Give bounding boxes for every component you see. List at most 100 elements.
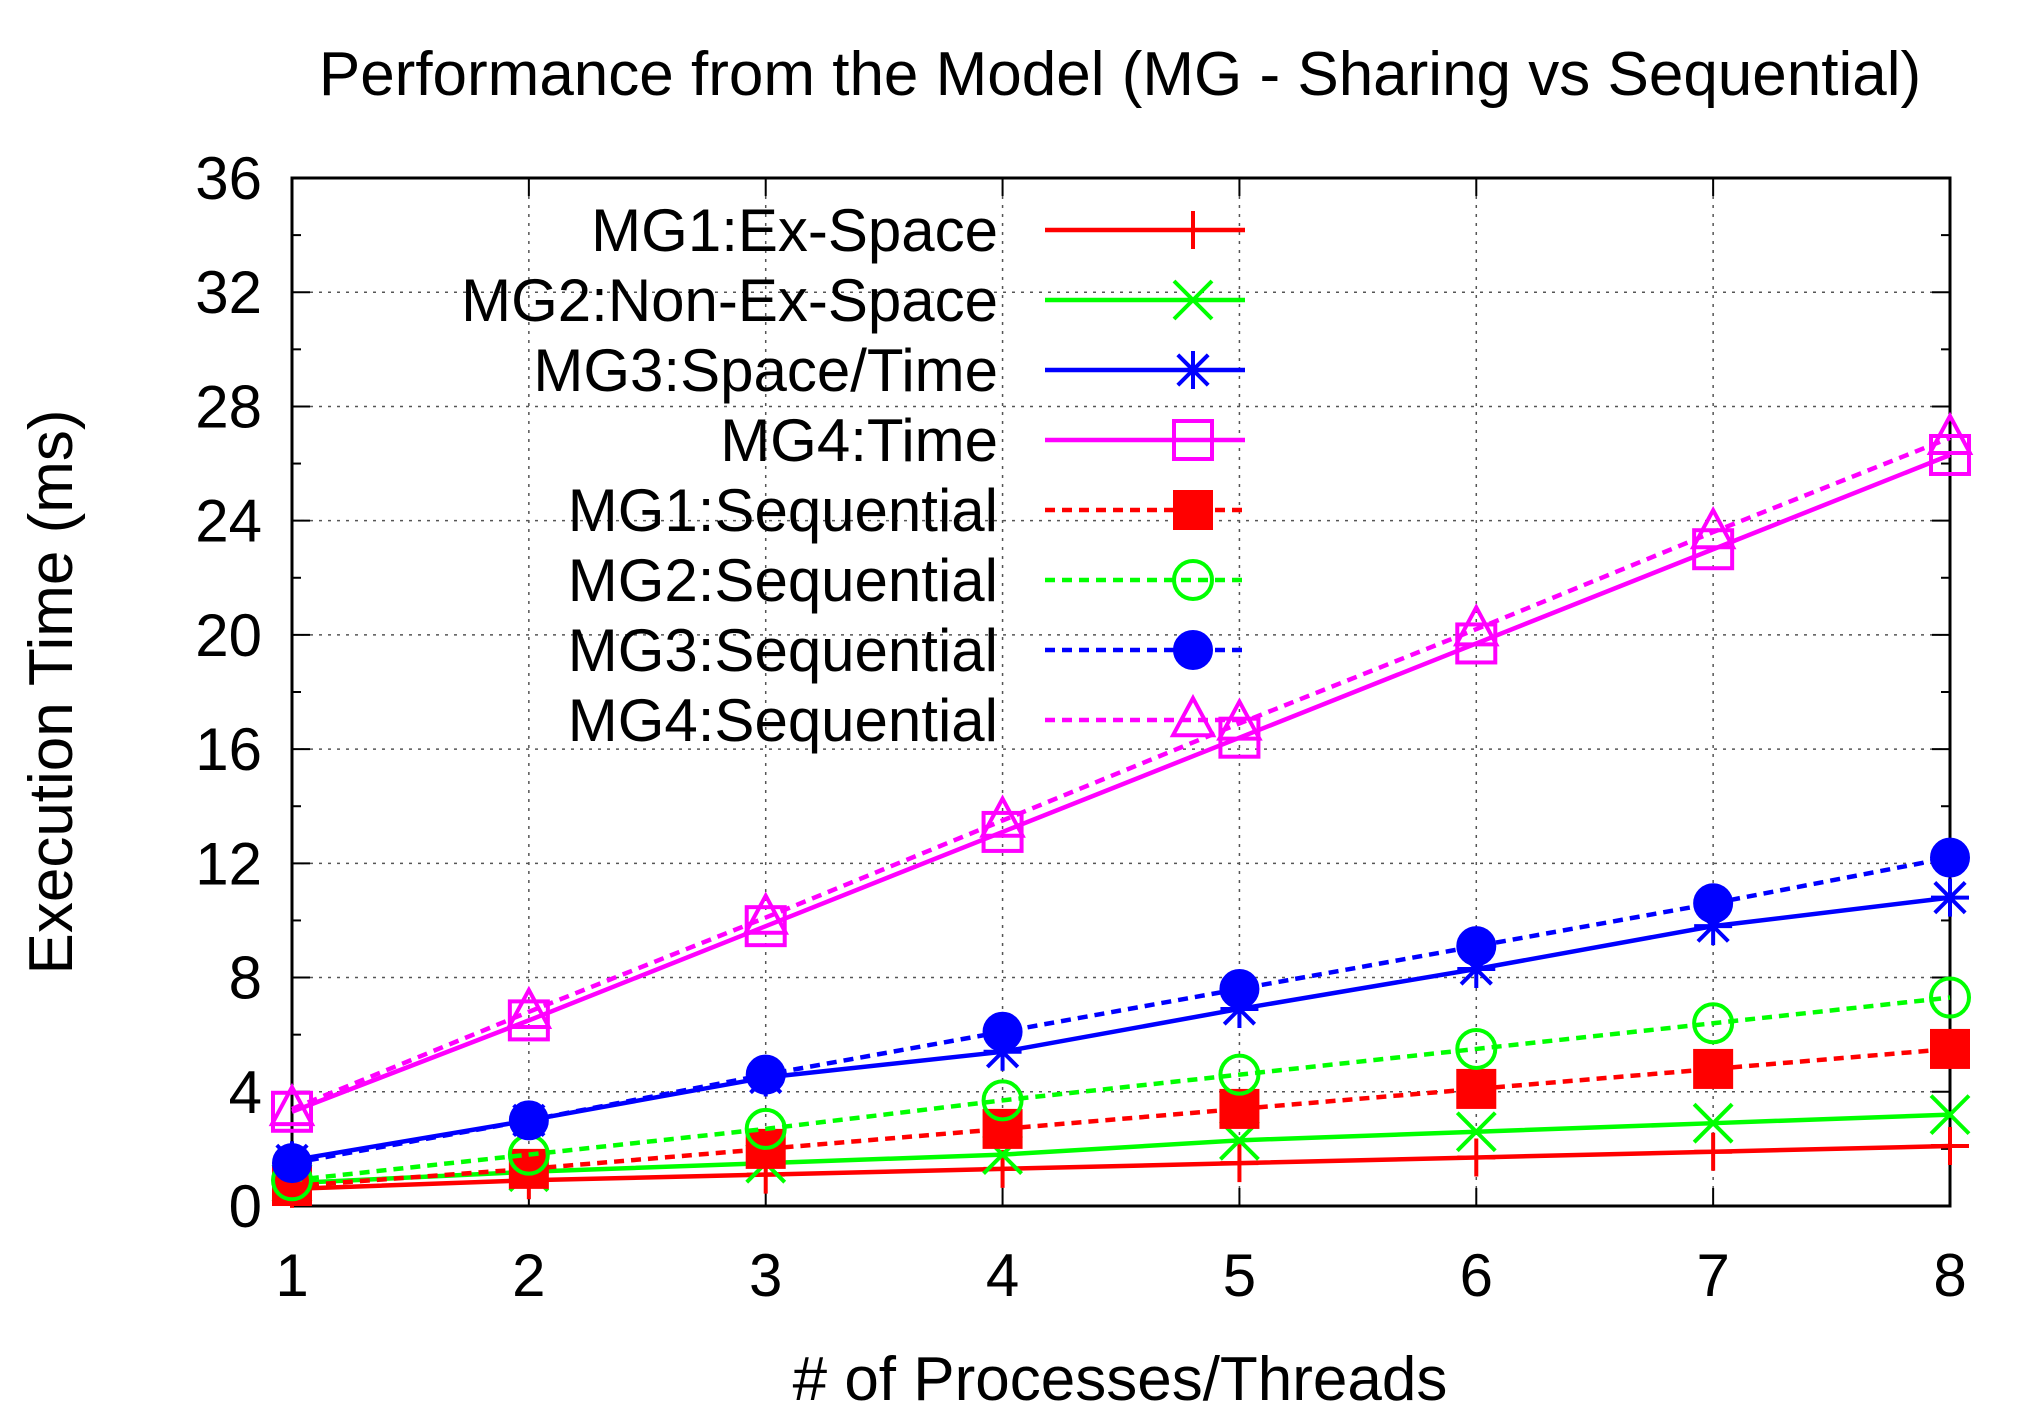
series-line-mg1-sequential (291, 1046, 1951, 1189)
x-tick-label: 1 (275, 1242, 308, 1309)
x-tick-label: 2 (512, 1242, 545, 1309)
data-point-mg1-ex-space (1457, 1138, 1496, 1177)
y-axis-label: Execution Time (ms) (17, 409, 86, 974)
data-point-mg2-non-ex-space (1929, 1094, 1971, 1136)
legend: MG1:Ex-SpaceMG2:Non-Ex-SpaceMG3:Space/Ti… (461, 197, 1245, 754)
data-point-mg4-sequential-shape (1689, 506, 1737, 550)
data-point-mg1-ex-space-shape (1220, 1144, 1259, 1183)
x-tick-label: 3 (749, 1242, 782, 1309)
legend-marker-shape (1172, 279, 1214, 321)
legend-entry-mg4-time: MG4:Time (720, 407, 1245, 474)
data-point-mg4-sequential (1216, 697, 1263, 741)
legend-entry-mg3-space-time: MG3:Space/Time (533, 337, 1245, 404)
data-point-mg2-sequential (1455, 1027, 1498, 1070)
data-point-mg3-space-time (1931, 878, 1969, 917)
data-point-mg3-sequential-shape (1456, 926, 1497, 967)
data-point-mg2-sequential (744, 1107, 787, 1150)
legend-entry-mg1-ex-space: MG1:Ex-Space (591, 197, 1245, 264)
data-point-mg1-ex-space (1931, 1127, 1969, 1166)
legend-label: MG1:Ex-Space (591, 197, 998, 264)
y-tick-label: 8 (229, 945, 262, 1012)
data-point-mg2-sequential-shape (981, 1079, 1024, 1122)
data-point-mg4-sequential-shape (979, 794, 1026, 838)
series-line-mg1-ex-space (291, 1143, 1951, 1192)
data-point-mg3-sequential (982, 1011, 1023, 1052)
data-point-mg2-sequential (1692, 1002, 1735, 1045)
x-tick-label: 8 (1933, 1242, 1966, 1309)
data-point-mg4-sequential (742, 891, 790, 935)
series-line-mg2-sequential (291, 995, 1951, 1183)
data-point-mg2-sequential-shape (1218, 1053, 1261, 1096)
data-point-mg1-sequential (1693, 1048, 1734, 1089)
legend-marker-shape (1174, 211, 1212, 249)
legend-marker (1169, 693, 1217, 738)
series-layer (268, 411, 1974, 1208)
legend-marker (1173, 490, 1213, 530)
legend-marker-shape (1172, 419, 1214, 461)
y-tick-label: 20 (195, 602, 262, 669)
data-point-mg3-space-time (1457, 949, 1496, 988)
data-point-mg2-non-ex-space (1692, 1102, 1734, 1144)
data-point-mg4-sequential (1452, 603, 1500, 647)
data-point-mg3-space-time-shape (1931, 878, 1969, 917)
legend-marker-shape (1172, 559, 1214, 601)
series-mg4-sequential (268, 411, 1974, 1127)
data-point-mg2-sequential-shape (1455, 1027, 1498, 1070)
chart-title: Performance from the Model (MG - Sharing… (319, 40, 1921, 109)
data-point-mg2-non-ex-space (1455, 1111, 1497, 1153)
series-line-mg2-non-ex-space (291, 1112, 1951, 1186)
data-point-mg3-sequential (1693, 883, 1734, 924)
y-tick-label: 28 (195, 373, 262, 440)
data-point-mg3-sequential-shape (272, 1143, 312, 1184)
data-point-mg3-sequential (1930, 837, 1970, 878)
legend-entry-mg2-sequential: MG2:Sequential (568, 547, 1245, 614)
legend-label: MG4:Sequential (568, 687, 998, 754)
legend-entry-mg1-sequential: MG1:Sequential (568, 477, 1245, 544)
y-tick-label: 24 (195, 488, 262, 555)
data-point-mg4-sequential (268, 1082, 316, 1127)
y-tick-label: 16 (195, 716, 262, 783)
legend-marker (1174, 351, 1212, 389)
legend-label: MG3:Space/Time (533, 337, 998, 404)
data-point-mg3-space-time-shape (1457, 949, 1496, 988)
data-point-mg3-sequential-shape (508, 1100, 549, 1141)
data-point-mg2-sequential-shape (744, 1107, 787, 1150)
data-point-mg2-non-ex-space-shape (1692, 1102, 1734, 1144)
data-point-mg4-time (744, 905, 787, 948)
legend-marker (1172, 419, 1214, 461)
data-point-mg4-time-shape (271, 1090, 313, 1133)
y-tick-label: 4 (229, 1059, 262, 1126)
data-point-mg2-sequential-shape (1692, 1002, 1735, 1045)
y-tick-label: 0 (229, 1173, 262, 1240)
legend-marker-shape (1173, 630, 1213, 670)
data-point-mg1-sequential-shape (1930, 1028, 1970, 1069)
data-point-mg3-sequential-shape (982, 1011, 1023, 1052)
data-point-mg2-sequential (1929, 976, 1971, 1019)
data-point-mg4-sequential-shape (742, 891, 790, 935)
data-point-mg1-sequential-shape (1456, 1068, 1497, 1109)
data-point-mg4-sequential (505, 985, 553, 1030)
data-point-mg4-sequential-shape (1452, 603, 1500, 647)
x-tick-label: 7 (1696, 1242, 1729, 1309)
data-point-mg4-time (507, 999, 550, 1042)
x-tick-label: 6 (1460, 1242, 1493, 1309)
data-point-mg3-sequential-shape (1930, 837, 1970, 878)
legend-label: MG2:Non-Ex-Space (461, 267, 998, 334)
data-point-mg4-sequential (1926, 411, 1974, 456)
series-line-mg4-sequential (291, 435, 1951, 1111)
legend-label: MG1:Sequential (568, 477, 998, 544)
data-point-mg1-sequential-shape (1693, 1048, 1734, 1089)
data-point-mg2-sequential (981, 1079, 1024, 1122)
x-tick-label: 4 (986, 1242, 1019, 1309)
data-point-mg1-sequential (1930, 1028, 1970, 1069)
legend-marker-shape (1169, 693, 1217, 738)
data-point-mg3-sequential (1219, 968, 1260, 1009)
legend-marker (1172, 279, 1214, 321)
legend-entry-mg4-sequential: MG4:Sequential (568, 687, 1245, 754)
series-line-mg3-sequential (291, 855, 1951, 1166)
legend-label: MG2:Sequential (568, 547, 998, 614)
data-point-mg1-ex-space-shape (1694, 1132, 1733, 1171)
